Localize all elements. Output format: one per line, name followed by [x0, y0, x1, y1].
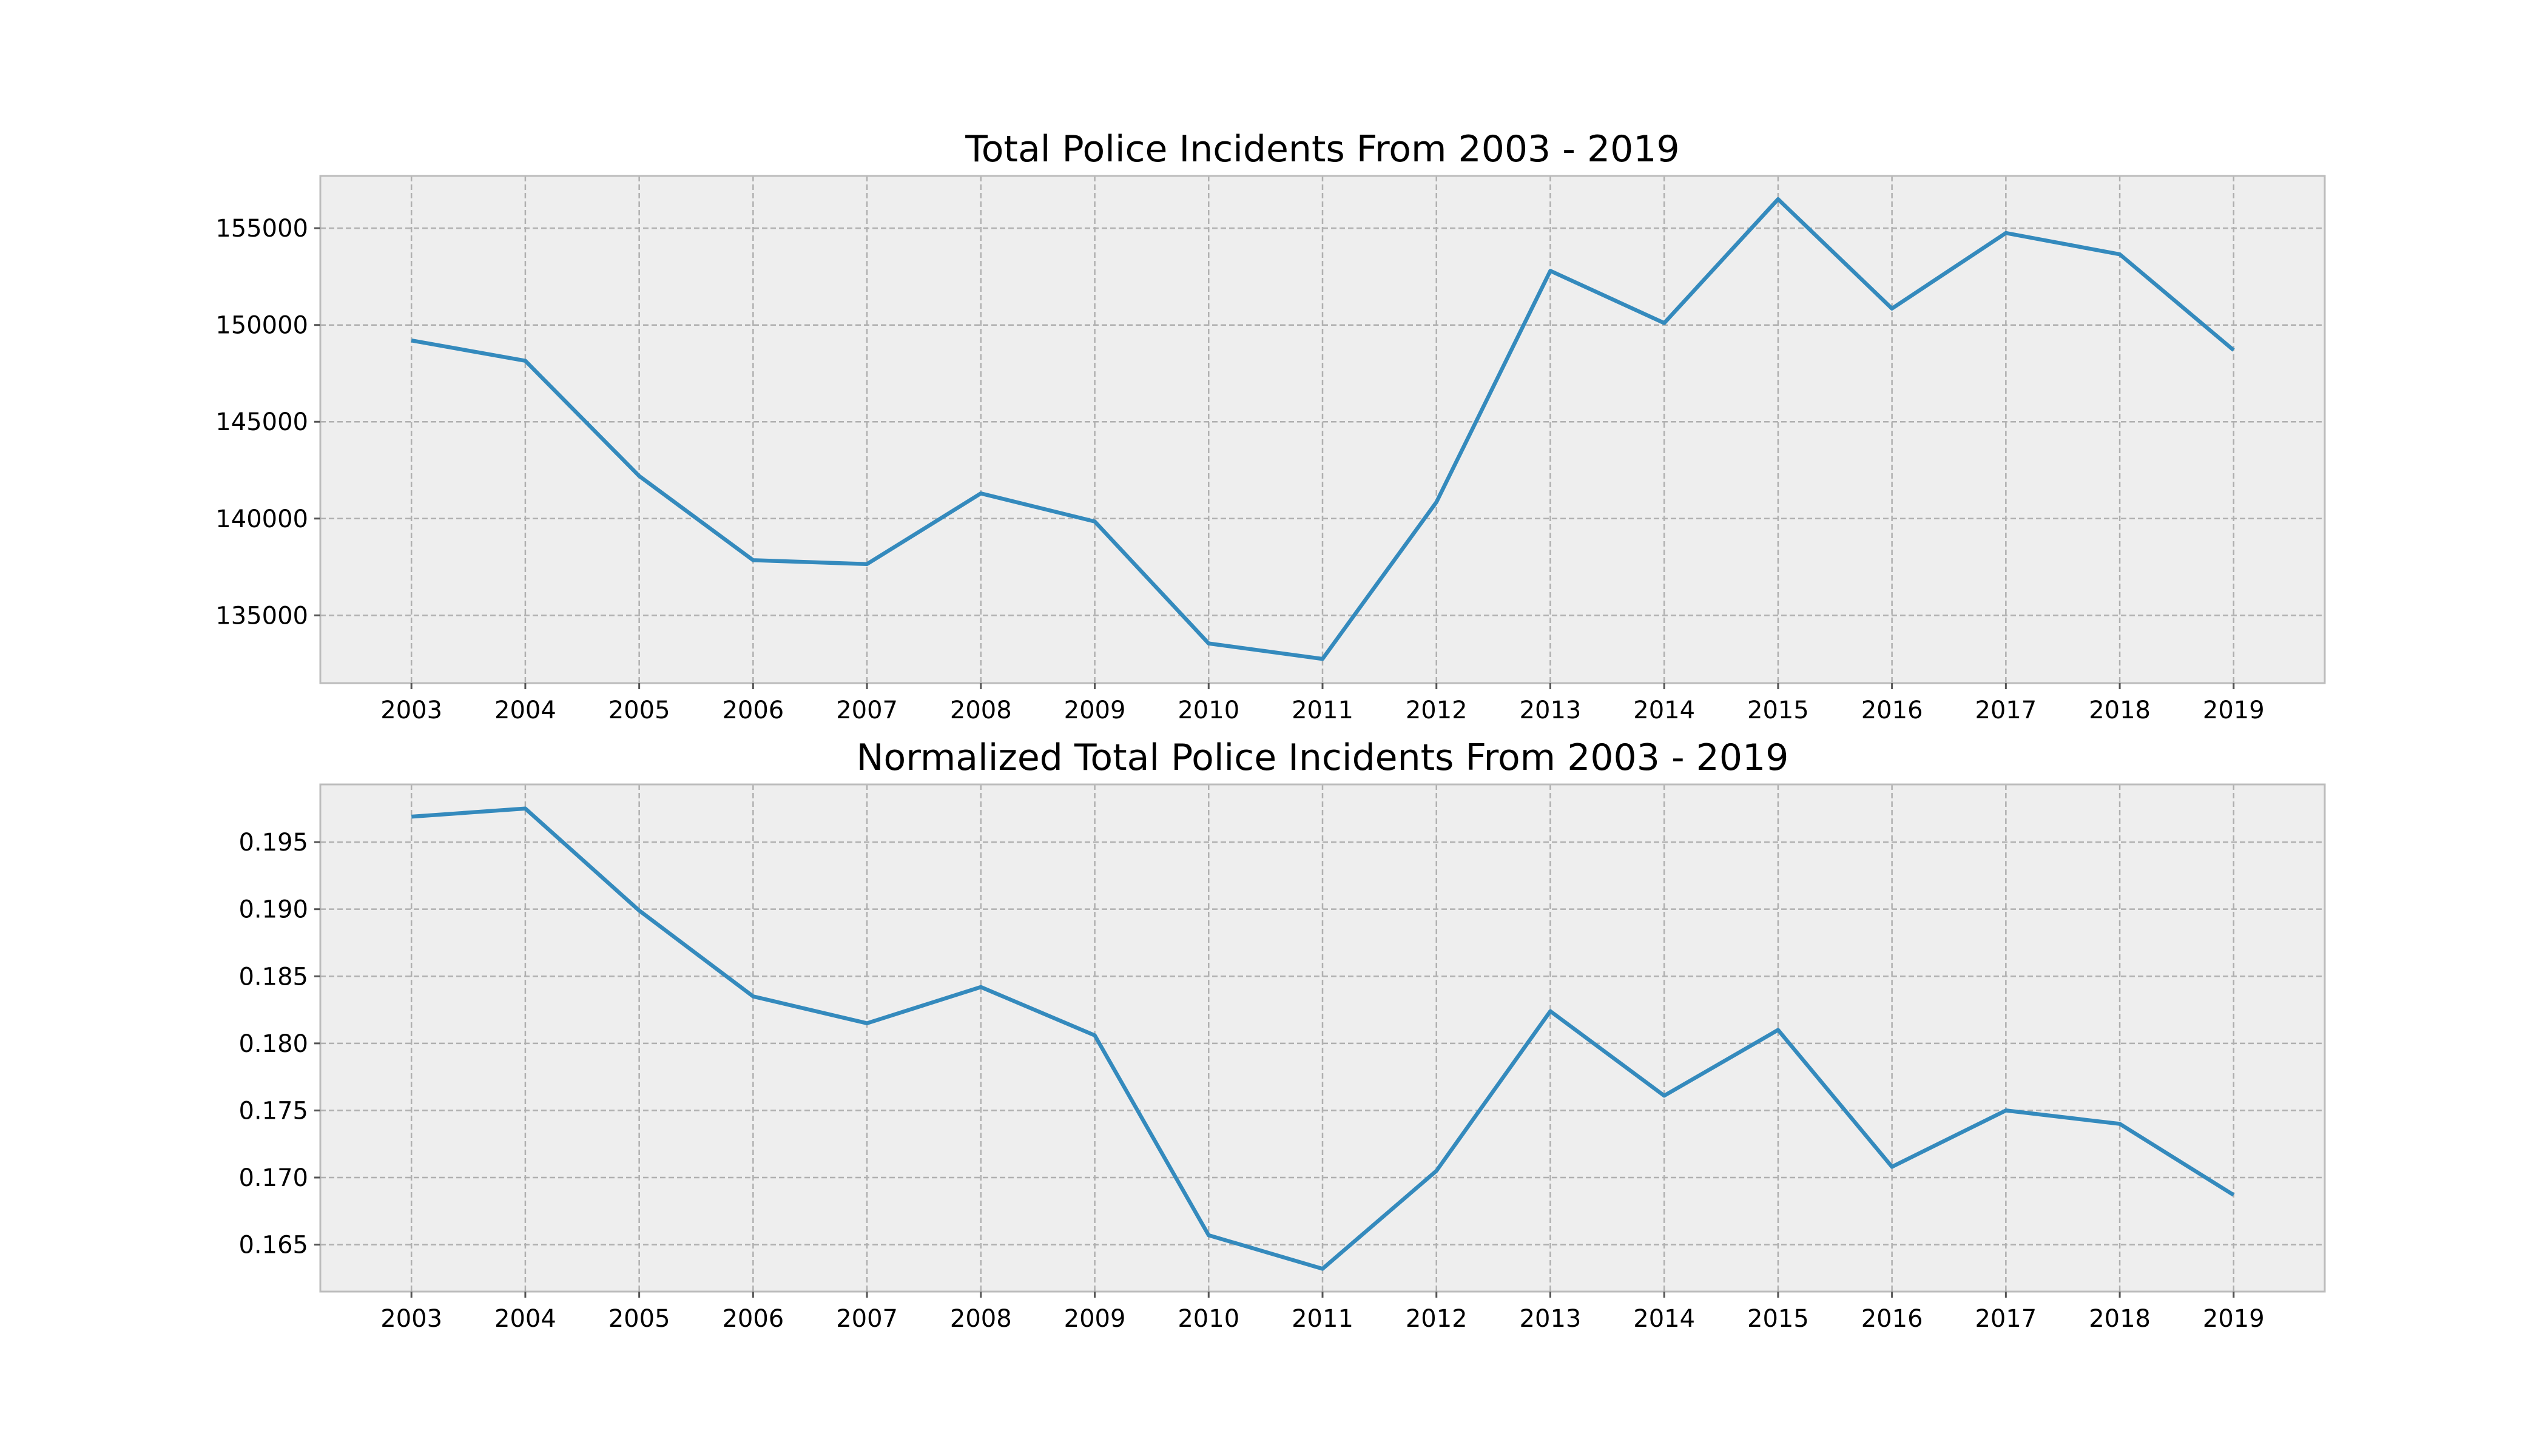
x-tick-label: 2004 [494, 1305, 556, 1333]
x-tick-label: 2015 [1747, 1305, 1809, 1333]
plot-area [320, 176, 2325, 683]
x-tick-label: 2016 [1861, 696, 1923, 724]
y-tick-label: 0.180 [238, 1030, 308, 1058]
x-tick-label: 2005 [608, 696, 670, 724]
x-tick-label: 2006 [722, 1305, 784, 1333]
y-tick-label: 0.175 [238, 1097, 308, 1125]
x-tick-label: 2011 [1292, 1305, 1353, 1333]
chart-total-incidents: 2003 2004 2005 2006 2007 2008 2009 2010 2011 2012… [215, 128, 2326, 724]
y-tick-label: 140000 [215, 505, 308, 533]
y-tick-label: 0.195 [238, 829, 308, 857]
series-line [411, 806, 2235, 1271]
y-tick-label: 0.190 [238, 896, 308, 924]
x-tick-label: 2008 [950, 1305, 1012, 1333]
x-tick-label: 2007 [836, 696, 898, 724]
chart-title: Total Police Incidents From 2003 - 2019 [965, 128, 1679, 170]
x-tick-label: 2019 [2203, 696, 2265, 724]
y-tick-label: 145000 [215, 408, 308, 436]
x-tick-label: 2012 [1406, 696, 1468, 724]
x-tick-label: 2014 [1633, 1305, 1695, 1333]
x-tick-label: 2015 [1747, 696, 1809, 724]
x-tick-label: 2018 [2089, 696, 2151, 724]
x-tick-label: 2008 [950, 696, 1012, 724]
x-tick-label: 2011 [1292, 696, 1353, 724]
y-tick-label: 0.165 [238, 1232, 308, 1259]
x-tick-label: 2009 [1064, 696, 1126, 724]
x-tick-label: 2010 [1178, 1305, 1239, 1333]
y-tick-label: 0.170 [238, 1164, 308, 1192]
plot-area [320, 784, 2325, 1292]
x-tick-label: 2013 [1520, 696, 1582, 724]
x-tick-label: 2010 [1178, 696, 1239, 724]
x-tick-label: 2007 [836, 1305, 898, 1333]
x-tick-label: 2019 [2203, 1305, 2265, 1333]
y-tick-label: 150000 [215, 312, 308, 340]
x-tick-label: 2013 [1520, 1305, 1582, 1333]
y-tick-label: 135000 [215, 602, 308, 630]
x-tick-label: 2004 [494, 696, 556, 724]
x-tick-label: 2012 [1406, 1305, 1468, 1333]
x-tick-label: 2014 [1633, 696, 1695, 724]
x-tick-label: 2017 [1975, 696, 2037, 724]
y-tick-label: 155000 [215, 215, 308, 243]
chart-title: Normalized Total Police Incidents From 2… [857, 736, 1789, 779]
x-tick-label: 2005 [608, 1305, 670, 1333]
x-tick-label: 2017 [1975, 1305, 2037, 1333]
x-tick-label: 2003 [380, 1305, 442, 1333]
x-tick-label: 2018 [2089, 1305, 2151, 1333]
chart-normalized-incidents: 2003 2004 2005 2006 2007 2008 2009 2010 2011 2012… [238, 736, 2326, 1333]
x-tick-label: 2009 [1064, 1305, 1126, 1333]
series-line [411, 197, 2235, 661]
x-tick-label: 2016 [1861, 1305, 1923, 1333]
y-tick-label: 0.185 [238, 963, 308, 991]
x-tick-label: 2003 [380, 696, 442, 724]
x-tick-label: 2006 [722, 696, 784, 724]
